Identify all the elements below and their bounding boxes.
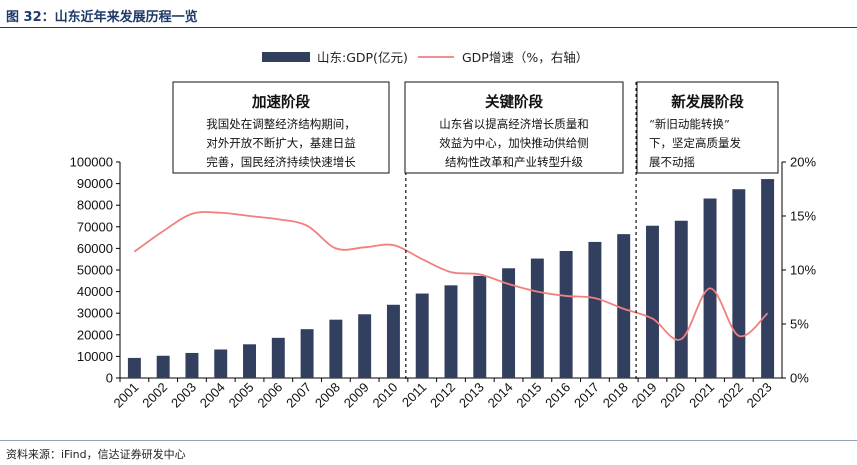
phase-box <box>172 81 390 174</box>
x-tick-label: 2004 <box>197 380 228 411</box>
gdp-bar <box>185 352 199 378</box>
phase-box-text: 我国处在调整经济结构期间， <box>206 117 356 131</box>
gdp-bar <box>761 179 775 378</box>
gdp-bar <box>300 329 314 378</box>
phase-box-title: 关键阶段 <box>485 93 543 111</box>
left-tick-label: 80000 <box>77 198 113 213</box>
phase-box-title: 加速阶段 <box>251 93 310 111</box>
phase-box-text: 山东省以提高经济增长质量和 <box>439 117 589 131</box>
phase-box <box>404 81 624 174</box>
phase-box-title: 新发展阶段 <box>671 93 744 111</box>
x-tick-label: 2013 <box>456 380 487 411</box>
gdp-bar <box>559 250 573 378</box>
legend-label-gdp: 山东:GDP(亿元) <box>317 50 408 65</box>
gdp-bar <box>502 268 516 378</box>
gdp-bar <box>214 349 228 378</box>
left-tick-label: 50000 <box>77 263 113 278</box>
x-tick-label: 2006 <box>254 380 285 411</box>
phase-box-text: 完善，国民经济持续快速增长 <box>206 155 356 169</box>
left-tick-label: 10000 <box>77 349 113 364</box>
footer-rule <box>0 440 857 441</box>
x-tick-label: 2020 <box>657 380 688 411</box>
gdp-bar <box>329 319 343 378</box>
phase-box-text: 下，坚定高质量发 <box>649 136 741 150</box>
gdp-bar <box>530 258 544 378</box>
title-rule <box>0 27 857 28</box>
phase-box-text: 效益为中心，加快推动供给侧 <box>439 136 589 150</box>
left-tick-label: 100000 <box>70 155 113 170</box>
phase-box <box>636 81 779 174</box>
right-tick-label: 15% <box>790 209 816 224</box>
left-tick-label: 70000 <box>77 219 113 234</box>
right-tick-label: 0% <box>790 371 809 386</box>
x-tick-label: 2001 <box>110 380 141 411</box>
gdp-bar <box>646 225 659 378</box>
gdp-bar <box>156 355 170 378</box>
phase-box-text: 展不动摇 <box>649 155 695 169</box>
gdp-bar <box>358 314 372 378</box>
x-tick-label: 2021 <box>686 380 717 411</box>
gdp-bar <box>243 344 256 378</box>
x-tick-label: 2003 <box>168 380 199 411</box>
source-note: 资料来源：iFind，信达证券研发中心 <box>6 448 186 461</box>
x-tick-label: 2009 <box>341 380 372 411</box>
left-tick-label: 60000 <box>77 241 113 256</box>
x-tick-label: 2015 <box>513 380 544 411</box>
x-tick-label: 2012 <box>427 380 458 411</box>
chart: 0 10000 20000 30000 40000 50000 60000 70000 8000… <box>70 50 817 411</box>
x-tick-label: 2010 <box>369 380 400 411</box>
phase-box-text: 对外开放不断扩大，基建日益 <box>206 136 356 150</box>
left-tick-label: 30000 <box>77 306 113 321</box>
x-tick-label: 2008 <box>312 380 343 411</box>
left-tick-label: 20000 <box>77 327 113 342</box>
x-tick-label: 2018 <box>600 380 631 411</box>
x-tick-label: 2019 <box>629 380 660 411</box>
gdp-bar <box>473 275 487 378</box>
left-tick-label: 0 <box>106 371 113 386</box>
gdp-bar <box>444 285 458 378</box>
gdp-growth-line <box>133 211 769 341</box>
gdp-bar <box>732 189 746 378</box>
figure-title: 图 32：山东近年来发展历程一览 <box>6 10 198 25</box>
x-tick-label: 2011 <box>399 380 429 410</box>
x-tick-label: 2017 <box>571 380 602 411</box>
gdp-bar <box>588 241 602 378</box>
phase-box-text: 结构性改革和产业转型升级 <box>445 155 583 169</box>
gdp-bar <box>415 293 429 378</box>
gdp-bar <box>127 357 141 378</box>
right-tick-label: 20% <box>790 155 816 170</box>
legend-label-growth: GDP增速（%，右轴） <box>462 50 588 65</box>
gdp-bar <box>271 337 285 378</box>
x-tick-label: 2016 <box>542 380 573 411</box>
right-tick-label: 10% <box>790 263 816 278</box>
legend-swatch-gdp <box>262 52 310 62</box>
gdp-bar <box>386 304 400 378</box>
x-tick-label: 2005 <box>226 380 257 411</box>
left-tick-label: 40000 <box>77 284 113 299</box>
x-tick-label: 2002 <box>139 380 170 411</box>
x-tick-label: 2023 <box>744 380 775 411</box>
x-tick-label: 2014 <box>485 380 516 411</box>
right-tick-label: 5% <box>790 317 809 332</box>
x-tick-label: 2022 <box>715 380 746 411</box>
gdp-bar <box>674 220 688 378</box>
gdp-bar <box>617 234 631 378</box>
phase-box-text: “新旧动能转换” <box>649 117 730 131</box>
x-tick-label: 2007 <box>283 380 314 411</box>
left-tick-label: 90000 <box>77 176 113 191</box>
